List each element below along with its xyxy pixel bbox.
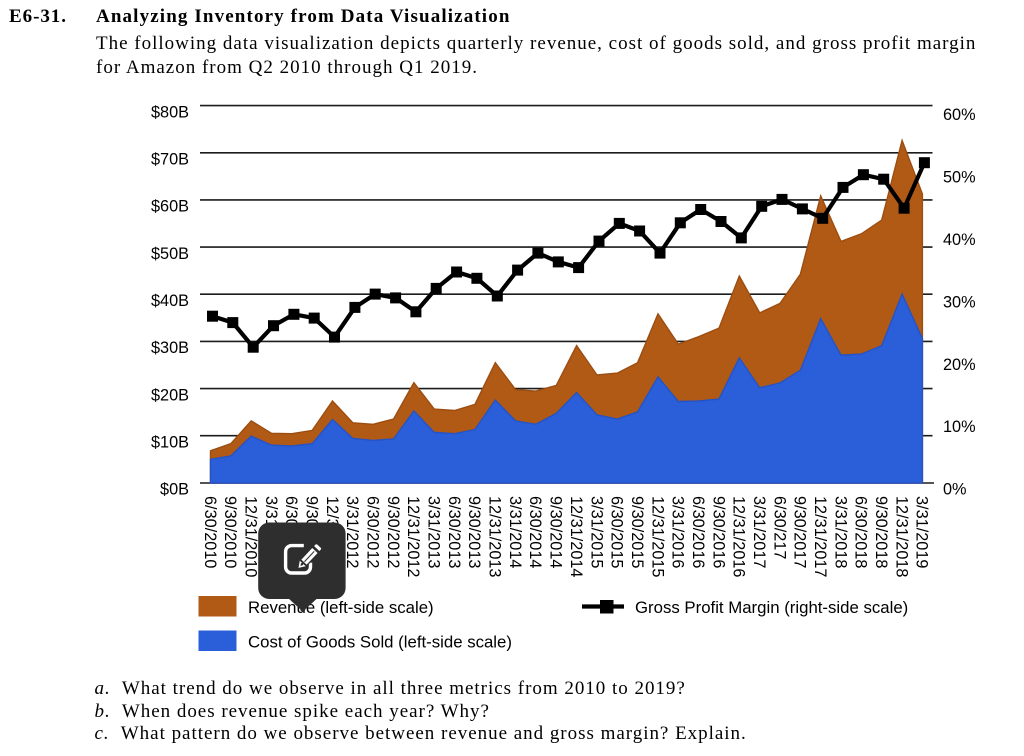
svg-text:$50B: $50B xyxy=(151,245,189,263)
svg-text:12/31/2012: 12/31/2012 xyxy=(404,496,422,578)
svg-text:6/30/217: 6/30/217 xyxy=(770,496,788,559)
svg-text:6/30/2013: 6/30/2013 xyxy=(445,496,463,568)
svg-text:$40B: $40B xyxy=(151,292,189,310)
svg-text:6/30/2012: 6/30/2012 xyxy=(364,496,382,568)
svg-text:Cost of Goods Sold (left-side: Cost of Goods Sold (left-side scale) xyxy=(248,633,512,652)
svg-text:9/30/2010: 9/30/2010 xyxy=(221,496,239,568)
svg-text:6/30/2010: 6/30/2010 xyxy=(201,496,219,568)
svg-text:20%: 20% xyxy=(943,356,976,374)
svg-text:$0B: $0B xyxy=(160,481,189,499)
svg-text:12/31/2014: 12/31/2014 xyxy=(567,496,585,578)
svg-text:$30B: $30B xyxy=(151,339,189,357)
svg-text:40%: 40% xyxy=(943,231,976,249)
svg-text:9/30/2018: 9/30/2018 xyxy=(872,496,890,568)
svg-text:12/31/2013: 12/31/2013 xyxy=(486,496,504,578)
svg-text:0%: 0% xyxy=(943,481,967,499)
svg-text:9/30/2014: 9/30/2014 xyxy=(547,496,565,568)
svg-text:3/31/2014: 3/31/2014 xyxy=(506,496,524,568)
svg-text:30%: 30% xyxy=(943,293,976,311)
svg-text:3/31/2013: 3/31/2013 xyxy=(425,496,443,568)
svg-text:6/30/2016: 6/30/2016 xyxy=(689,496,707,568)
svg-text:60%: 60% xyxy=(943,106,976,124)
svg-text:12/31/2010: 12/31/2010 xyxy=(242,496,260,578)
svg-text:50%: 50% xyxy=(943,169,976,187)
svg-text:9/30/2016: 9/30/2016 xyxy=(709,496,727,568)
svg-text:6/30/2014: 6/30/2014 xyxy=(526,496,544,568)
svg-text:12/31/2016: 12/31/2016 xyxy=(730,496,748,578)
svg-text:3/31/2012: 3/31/2012 xyxy=(343,496,361,568)
svg-text:$70B: $70B xyxy=(151,151,189,169)
svg-text:3/31/2015: 3/31/2015 xyxy=(587,496,605,568)
svg-text:$20B: $20B xyxy=(151,386,189,404)
svg-text:9/30/2013: 9/30/2013 xyxy=(465,496,483,568)
svg-text:Revenue (left-side scale): Revenue (left-side scale) xyxy=(248,598,434,617)
svg-text:3/31/2017: 3/31/2017 xyxy=(750,496,768,568)
svg-text:12/31/2018: 12/31/2018 xyxy=(892,496,910,578)
svg-text:9/30/2012: 9/30/2012 xyxy=(384,496,402,568)
svg-text:$80B: $80B xyxy=(151,103,189,121)
svg-text:6/30/2018: 6/30/2018 xyxy=(852,496,870,568)
svg-text:3/31/2016: 3/31/2016 xyxy=(669,496,687,568)
svg-text:9/30/2015: 9/30/2015 xyxy=(628,496,646,568)
svg-text:10%: 10% xyxy=(943,418,976,436)
svg-text:$60B: $60B xyxy=(151,198,189,216)
svg-text:3/31/2018: 3/31/2018 xyxy=(831,496,849,568)
svg-text:$10B: $10B xyxy=(151,433,189,451)
svg-text:12/31/2017: 12/31/2017 xyxy=(811,496,829,578)
svg-text:12/31/2015: 12/31/2015 xyxy=(648,496,666,578)
svg-text:9/30/2017: 9/30/2017 xyxy=(791,496,809,568)
svg-text:3/31/2019: 3/31/2019 xyxy=(913,496,931,568)
svg-text:6/30/2015: 6/30/2015 xyxy=(608,496,626,568)
svg-text:Gross Profit Margin (right-sid: Gross Profit Margin (right-side scale) xyxy=(635,598,908,617)
